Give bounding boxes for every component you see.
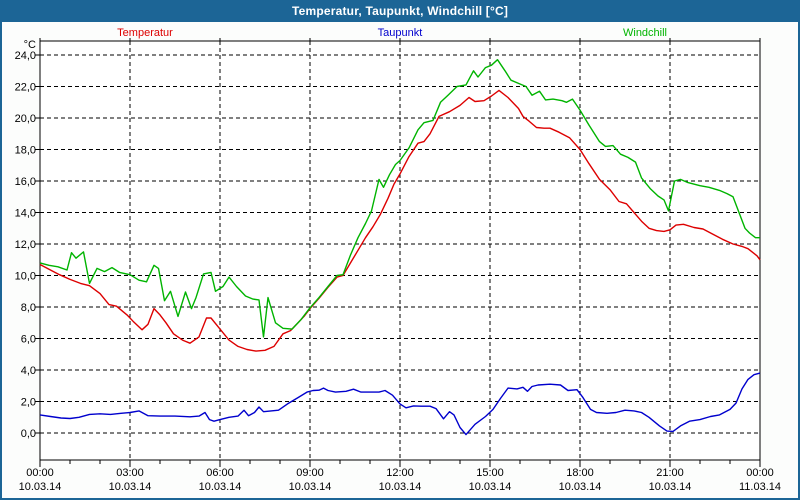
series-line-temperatur [39, 89, 761, 352]
x-axis-date-label: 10.03.14 [289, 481, 332, 493]
y-axis-tick-label: 14,0 [15, 208, 36, 220]
y-axis-tick-label: 10,0 [15, 271, 36, 283]
y-axis-tick-label: 18,0 [15, 145, 36, 157]
y-axis-tick-label: 24,0 [15, 50, 36, 62]
x-axis-time-label: 00:00 [746, 467, 774, 479]
y-axis-tick-label: 0,0 [21, 428, 36, 440]
x-axis-date-label: 10.03.14 [109, 481, 152, 493]
x-axis-time-label: 18:00 [566, 467, 594, 479]
legend-item-windchill: Windchill [622, 27, 668, 39]
y-axis-tick-label: 6,0 [21, 334, 36, 346]
x-axis-time-label: 21:00 [656, 467, 684, 479]
x-axis-date-label: 10.03.14 [19, 481, 62, 493]
y-axis-tick-label: 12,0 [15, 239, 36, 251]
x-axis-date-label: 10.03.14 [379, 481, 422, 493]
y-axis-tick-label: 4,0 [21, 365, 36, 377]
x-axis-date-label: 11.03.14 [739, 481, 781, 493]
window-frame [0, 22, 800, 500]
series-line-taupunkt [39, 372, 761, 436]
y-axis-tick-label: 22,0 [15, 82, 36, 94]
x-axis-date-label: 10.03.14 [199, 481, 242, 493]
window-title-bar: Temperatur, Taupunkt, Windchill [°C] [0, 0, 800, 22]
x-axis-time-label: 12:00 [386, 467, 414, 479]
y-axis-tick-label: 16,0 [15, 176, 36, 188]
legend-item-temperatur: Temperatur [117, 27, 173, 39]
legend-item-taupunkt: Taupunkt [377, 27, 423, 39]
window-title: Temperatur, Taupunkt, Windchill [°C] [291, 4, 509, 18]
y-axis-tick-label: 8,0 [21, 302, 36, 314]
x-axis-time-label: 06:00 [206, 467, 234, 479]
y-axis-tick-label: 20,0 [15, 113, 36, 125]
y-axis-unit-label: °C [24, 39, 36, 51]
x-axis-time-label: 15:00 [476, 467, 504, 479]
x-axis-date-label: 10.03.14 [469, 481, 512, 493]
x-axis-time-label: 03:00 [116, 467, 144, 479]
y-axis-tick-label: 2,0 [21, 397, 36, 409]
x-axis-time-label: 00:00 [26, 467, 54, 479]
x-axis-date-label: 10.03.14 [649, 481, 692, 493]
series-line-windchill [39, 59, 760, 338]
x-axis-time-label: 09:00 [296, 467, 324, 479]
x-axis-date-label: 10.03.14 [559, 481, 602, 493]
